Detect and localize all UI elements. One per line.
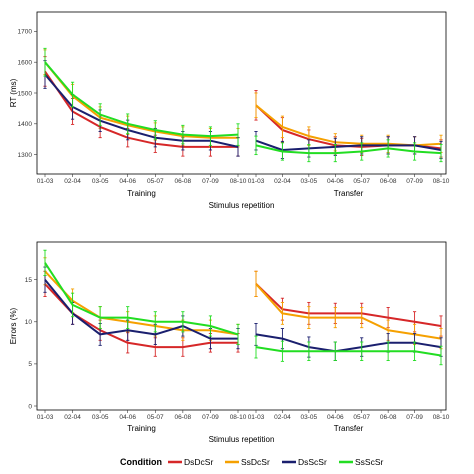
x-tick-label: 04-06: [119, 178, 136, 185]
errors-chart: 0 5 10 15 01-03 02-04 03-05 04-06 05-07 06-08 07-…: [9, 241, 450, 444]
legend-label: DsScSr: [298, 457, 327, 467]
x-tick-label: 05-07: [147, 414, 164, 421]
legend-label: SsDcSr: [241, 457, 270, 467]
y-tick-label: 0: [28, 403, 32, 410]
series-line: [255, 346, 442, 357]
legend-item-ssdcsr: SsDcSr: [225, 457, 270, 467]
x-tick-label: 08-10: [230, 178, 247, 185]
series-line: [44, 70, 238, 148]
series-line: [255, 139, 442, 151]
errors-panel-label-training: Training: [127, 424, 156, 433]
x-tick-label: 02-04: [64, 414, 81, 421]
series-line: [255, 144, 442, 155]
rt-y-ticks: 1300 1400 1500 1600 1700: [18, 29, 37, 159]
x-tick-label: 04-06: [119, 414, 136, 421]
series-ssdcsr: [254, 270, 443, 350]
legend-label: SsScSr: [355, 457, 384, 467]
rt-panel-label-training: Training: [127, 189, 156, 198]
rt-panel-label-transfer: Transfer: [334, 189, 364, 198]
x-tick-label: 02-04: [274, 178, 291, 185]
legend-item-dsdcsr: DsDcSr: [168, 457, 213, 467]
x-tick-label: 02-04: [274, 414, 291, 421]
x-tick-label: 04-06: [327, 178, 344, 185]
x-tick-label: 06-08: [175, 178, 192, 185]
x-tick-label: 08-10: [230, 414, 247, 421]
rt-panels: 01-03 02-04 03-05 04-06 05-07 06-08 07-09 08-10…: [37, 47, 450, 185]
y-tick-label: 1600: [18, 60, 33, 67]
y-tick-label: 15: [25, 277, 33, 284]
x-tick-label: 01-03: [248, 178, 265, 185]
series-ssscsr: [43, 47, 240, 146]
series-line: [44, 73, 239, 148]
x-tick-label: 03-05: [301, 414, 318, 421]
x-tick-label: 03-05: [92, 414, 109, 421]
x-tick-label: 07-09: [202, 414, 219, 421]
x-tick-label: 03-05: [301, 178, 318, 185]
y-tick-label: 1700: [18, 29, 33, 36]
series-line: [44, 262, 239, 336]
series-line: [44, 270, 239, 336]
errors-plot-frame: [36, 241, 447, 411]
x-tick-label: 04-06: [327, 414, 344, 421]
legend-item-ssscsr: SsScSr: [339, 457, 384, 467]
legend-item-dsscsr: DsScSr: [282, 457, 327, 467]
series-ssscsr: [254, 135, 443, 163]
x-tick-label: 01-03: [37, 414, 54, 421]
series-line: [44, 61, 238, 139]
x-tick-label: 05-07: [353, 178, 370, 185]
y-tick-label: 1300: [18, 152, 33, 159]
x-tick-label: 05-07: [147, 178, 164, 185]
x-tick-label: 06-08: [175, 414, 192, 421]
errors-panel-label-transfer: Transfer: [334, 424, 364, 433]
legend-label: DsDcSr: [184, 457, 213, 467]
rt-y-axis-title: RT (ms): [9, 78, 18, 107]
errors-y-ticks: 0 5 10 15: [25, 277, 37, 410]
errors-x-axis-title: Stimulus repetition: [209, 435, 275, 444]
y-tick-label: 1500: [18, 90, 33, 97]
x-tick-label: 07-09: [406, 178, 423, 185]
legend-title: Condition: [120, 457, 162, 467]
y-tick-label: 10: [25, 319, 33, 326]
x-tick-label: 06-08: [380, 414, 397, 421]
rt-chart: 1300 1400 1500 1600 1700 01-03 02-04 03-05 04-0…: [9, 11, 450, 210]
series-line: [255, 283, 442, 327]
x-tick-label: 03-05: [92, 178, 109, 185]
x-tick-label: 06-08: [380, 178, 397, 185]
x-tick-label: 01-03: [248, 414, 265, 421]
errors-panels: 01-03 02-04 03-05 04-06 05-07 06-08 07-09 08-10…: [37, 249, 450, 421]
x-tick-label: 08-10: [433, 178, 450, 185]
series-line: [44, 61, 239, 138]
series-line: [255, 283, 442, 340]
x-tick-label: 07-09: [202, 178, 219, 185]
legend-items: DsDcSr SsDcSr DsScSr SsScSr: [168, 457, 384, 467]
series-ssscsr: [43, 249, 240, 345]
legend: Condition DsDcSr SsDcSr DsScSr SsScSr: [120, 457, 384, 467]
series-ssscsr: [254, 335, 443, 366]
x-tick-label: 02-04: [64, 178, 81, 185]
x-tick-label: 07-09: [406, 414, 423, 421]
x-tick-label: 01-03: [37, 178, 54, 185]
x-tick-label: 08-10: [433, 414, 450, 421]
y-tick-label: 1400: [18, 121, 33, 128]
x-tick-label: 05-07: [353, 414, 370, 421]
rt-x-axis-title: Stimulus repetition: [209, 201, 275, 210]
series-line: [44, 279, 238, 340]
series-line: [255, 333, 442, 353]
errors-y-axis-title: Errors (%): [9, 307, 18, 344]
y-tick-label: 5: [28, 361, 32, 368]
series-line: [255, 104, 442, 147]
